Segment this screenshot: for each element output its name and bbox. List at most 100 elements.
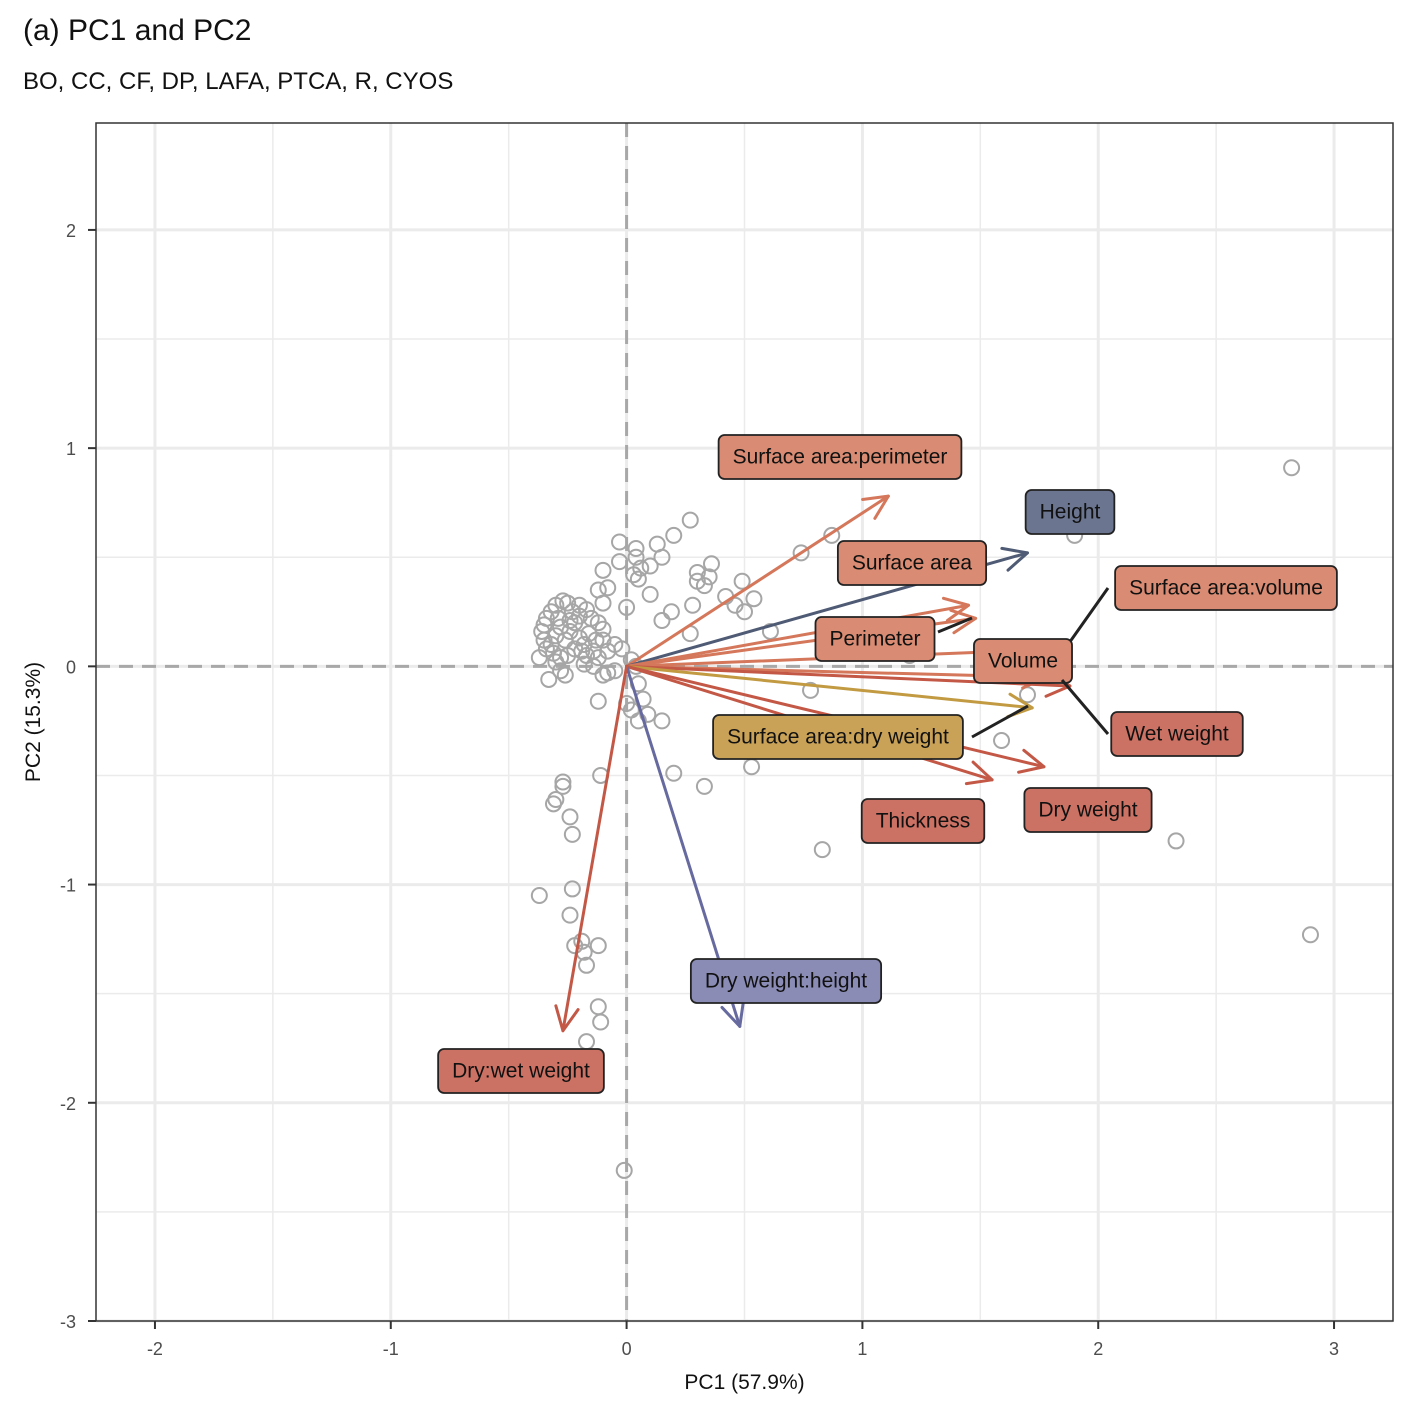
score-point <box>578 956 596 974</box>
x-axis-title: PC1 (57.9%) <box>684 1371 804 1394</box>
loading-arrow <box>625 596 971 668</box>
score-point <box>599 579 617 597</box>
x-tick-label: 3 <box>1329 1339 1339 1359</box>
arrow-head <box>1000 546 1029 572</box>
loading-label: Thickness <box>860 798 986 844</box>
loading-label: Dry weight:height <box>689 958 883 1004</box>
loading-label-box <box>1023 787 1153 833</box>
score-point <box>587 631 605 649</box>
score-point <box>556 631 574 649</box>
score-point <box>688 572 706 590</box>
y-tick-label: -2 <box>60 1094 76 1114</box>
x-tick-label: 0 <box>622 1339 632 1359</box>
score-point <box>573 932 591 950</box>
score-point <box>530 649 548 667</box>
score-point <box>540 670 558 688</box>
loading-label-text: Surface area:volume <box>1129 577 1323 600</box>
arrow-head <box>949 608 978 635</box>
score-point <box>648 535 666 553</box>
score-point <box>743 758 761 776</box>
axis-ticks: -2 -1 0 1 2 3 -3 -2 -1 0 1 2 <box>60 221 1339 1359</box>
loading-label: Dry weight <box>1023 787 1153 833</box>
loading-label-text: Wet weight <box>1125 723 1229 746</box>
score-point <box>556 666 574 684</box>
score-point <box>561 906 579 924</box>
y-tick-label: 0 <box>66 657 76 677</box>
arrow-shaft <box>561 664 629 1033</box>
score-point <box>665 526 683 544</box>
loading-arrows <box>554 494 1072 1033</box>
loading-label-box <box>437 1048 605 1094</box>
score-point <box>606 662 624 680</box>
score-point <box>530 886 548 904</box>
score-point <box>745 590 763 608</box>
score-point <box>589 649 607 667</box>
score-point <box>552 662 570 680</box>
arrow-head <box>720 999 746 1028</box>
arrow-shaft <box>625 494 890 668</box>
loading-label: Perimeter <box>814 616 936 662</box>
score-point <box>688 564 706 582</box>
loading-label-box <box>973 638 1073 684</box>
arrow-head <box>861 494 890 520</box>
panel-border <box>95 122 1394 1322</box>
score-point <box>681 511 699 529</box>
score-point <box>563 880 581 898</box>
score-point <box>611 553 629 571</box>
loading-label-box <box>689 958 883 1004</box>
score-point <box>592 1013 610 1031</box>
loading-label: Dry:wet weight <box>437 1048 605 1094</box>
score-point <box>594 561 612 579</box>
x-tick-label: -2 <box>147 1339 163 1359</box>
loading-label-box <box>712 714 964 760</box>
score-point <box>700 568 718 586</box>
score-point <box>695 777 713 795</box>
score-point <box>653 712 671 730</box>
loading-label-box <box>1114 565 1338 611</box>
loading-label-text: Dry weight <box>1038 799 1137 822</box>
arrow-head <box>1017 748 1046 774</box>
loading-label-box <box>814 616 936 662</box>
score-point <box>627 540 645 558</box>
loading-label: Surface area:perimeter <box>717 434 963 480</box>
y-tick-label: 1 <box>66 439 76 459</box>
loading-label: Surface area:dry weight <box>712 714 964 760</box>
loading-label-text: Dry weight:height <box>705 970 867 993</box>
score-point <box>547 653 565 671</box>
score-point <box>1167 832 1185 850</box>
score-point <box>554 773 572 791</box>
x-tick-label: -1 <box>383 1339 399 1359</box>
loading-label-box <box>836 540 988 586</box>
score-point <box>792 544 810 562</box>
loading-label: Surface area:volume <box>1114 565 1338 611</box>
score-point <box>618 598 636 616</box>
loading-label-text: Volume <box>988 650 1058 673</box>
label-leader-line <box>971 704 1029 739</box>
loading-label: Surface area <box>836 540 988 586</box>
score-point <box>653 612 671 630</box>
loading-arrow <box>625 494 890 668</box>
chart-title: (a) PC1 and PC2 <box>23 14 252 47</box>
score-point <box>589 937 607 955</box>
score-point <box>570 607 588 625</box>
score-point <box>813 841 831 859</box>
score-point <box>823 526 841 544</box>
score-point <box>544 795 562 813</box>
score-point <box>561 808 579 826</box>
score-point <box>726 596 744 614</box>
score-point <box>733 572 751 590</box>
loading-label-text: Surface area:perimeter <box>733 446 948 469</box>
loading-label: Wet weight <box>1110 711 1244 757</box>
score-point <box>684 596 702 614</box>
score-point <box>589 998 607 1016</box>
loading-label: Volume <box>973 638 1073 684</box>
score-point <box>589 692 607 710</box>
score-point <box>1283 459 1301 477</box>
loading-label: Height <box>1024 489 1116 535</box>
loading-label-box <box>717 434 963 480</box>
score-point <box>627 548 645 566</box>
loading-label-box <box>1110 711 1244 757</box>
score-point <box>1301 926 1319 944</box>
loading-label-box <box>860 798 986 844</box>
